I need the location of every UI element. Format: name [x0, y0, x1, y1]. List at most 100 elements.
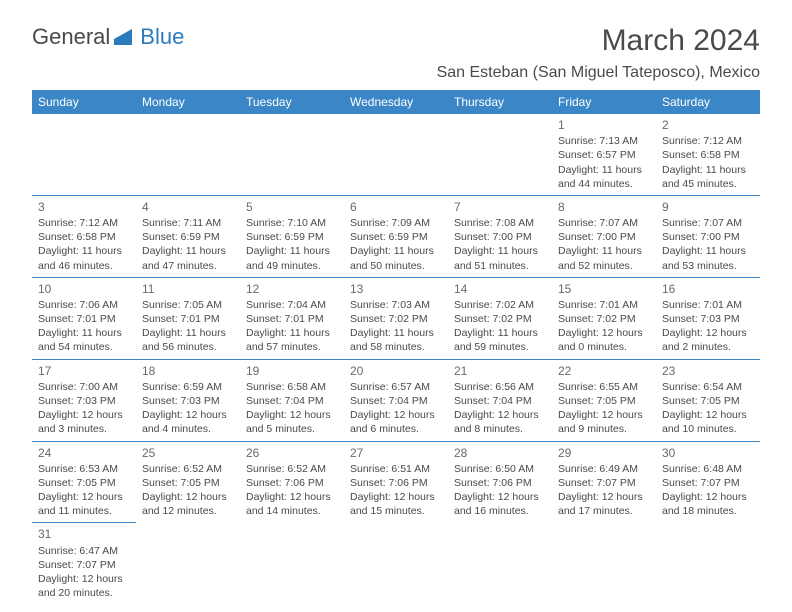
weekday-header: Friday [552, 90, 656, 114]
calendar-day: 19Sunrise: 6:58 AMSunset: 7:04 PMDayligh… [240, 359, 344, 441]
daylight-line: Daylight: 11 hours and 51 minutes. [454, 244, 546, 272]
sunset-line: Sunset: 6:57 PM [558, 148, 650, 162]
calendar-week: 10Sunrise: 7:06 AMSunset: 7:01 PMDayligh… [32, 277, 760, 359]
calendar-day: 5Sunrise: 7:10 AMSunset: 6:59 PMDaylight… [240, 195, 344, 277]
daylight-line: Daylight: 12 hours and 8 minutes. [454, 408, 546, 436]
daylight-line: Daylight: 12 hours and 6 minutes. [350, 408, 442, 436]
calendar-day-empty [32, 114, 136, 195]
calendar-day: 27Sunrise: 6:51 AMSunset: 7:06 PMDayligh… [344, 441, 448, 523]
calendar-day: 1Sunrise: 7:13 AMSunset: 6:57 PMDaylight… [552, 114, 656, 195]
sunrise-line: Sunrise: 6:53 AM [38, 462, 130, 476]
day-number: 4 [142, 199, 234, 215]
sunrise-line: Sunrise: 6:47 AM [38, 544, 130, 558]
daylight-line: Daylight: 12 hours and 12 minutes. [142, 490, 234, 518]
sunrise-line: Sunrise: 6:48 AM [662, 462, 754, 476]
weekday-header: Thursday [448, 90, 552, 114]
sunrise-line: Sunrise: 6:51 AM [350, 462, 442, 476]
calendar-day: 8Sunrise: 7:07 AMSunset: 7:00 PMDaylight… [552, 195, 656, 277]
calendar-day: 10Sunrise: 7:06 AMSunset: 7:01 PMDayligh… [32, 277, 136, 359]
daylight-line: Daylight: 12 hours and 3 minutes. [38, 408, 130, 436]
calendar-body: 1Sunrise: 7:13 AMSunset: 6:57 PMDaylight… [32, 114, 760, 604]
day-number: 31 [38, 526, 130, 542]
sunrise-line: Sunrise: 7:04 AM [246, 298, 338, 312]
day-number: 29 [558, 445, 650, 461]
calendar-week: 3Sunrise: 7:12 AMSunset: 6:58 PMDaylight… [32, 195, 760, 277]
calendar-day: 16Sunrise: 7:01 AMSunset: 7:03 PMDayligh… [656, 277, 760, 359]
daylight-line: Daylight: 11 hours and 45 minutes. [662, 163, 754, 191]
sunset-line: Sunset: 7:03 PM [38, 394, 130, 408]
weekday-header: Tuesday [240, 90, 344, 114]
sunrise-line: Sunrise: 7:02 AM [454, 298, 546, 312]
calendar-day: 3Sunrise: 7:12 AMSunset: 6:58 PMDaylight… [32, 195, 136, 277]
calendar-week: 1Sunrise: 7:13 AMSunset: 6:57 PMDaylight… [32, 114, 760, 195]
sunrise-line: Sunrise: 7:03 AM [350, 298, 442, 312]
calendar-week: 17Sunrise: 7:00 AMSunset: 7:03 PMDayligh… [32, 359, 760, 441]
daylight-line: Daylight: 12 hours and 14 minutes. [246, 490, 338, 518]
day-number: 15 [558, 281, 650, 297]
sunset-line: Sunset: 7:01 PM [142, 312, 234, 326]
day-number: 21 [454, 363, 546, 379]
calendar-day: 4Sunrise: 7:11 AMSunset: 6:59 PMDaylight… [136, 195, 240, 277]
sunset-line: Sunset: 6:58 PM [662, 148, 754, 162]
title-block: March 2024 [602, 24, 760, 58]
calendar-day-empty [552, 523, 656, 604]
day-number: 8 [558, 199, 650, 215]
sunset-line: Sunset: 7:00 PM [454, 230, 546, 244]
daylight-line: Daylight: 11 hours and 53 minutes. [662, 244, 754, 272]
calendar-day: 29Sunrise: 6:49 AMSunset: 7:07 PMDayligh… [552, 441, 656, 523]
sunrise-line: Sunrise: 6:55 AM [558, 380, 650, 394]
daylight-line: Daylight: 11 hours and 56 minutes. [142, 326, 234, 354]
sunrise-line: Sunrise: 7:07 AM [662, 216, 754, 230]
day-number: 13 [350, 281, 442, 297]
sunrise-line: Sunrise: 6:52 AM [142, 462, 234, 476]
day-number: 6 [350, 199, 442, 215]
sunrise-line: Sunrise: 7:09 AM [350, 216, 442, 230]
location: San Esteban (San Miguel Tateposco), Mexi… [32, 64, 760, 82]
sunset-line: Sunset: 7:05 PM [38, 476, 130, 490]
sunset-line: Sunset: 6:59 PM [246, 230, 338, 244]
calendar-day: 13Sunrise: 7:03 AMSunset: 7:02 PMDayligh… [344, 277, 448, 359]
sunset-line: Sunset: 7:00 PM [558, 230, 650, 244]
daylight-line: Daylight: 12 hours and 5 minutes. [246, 408, 338, 436]
daylight-line: Daylight: 12 hours and 0 minutes. [558, 326, 650, 354]
day-number: 25 [142, 445, 234, 461]
day-number: 27 [350, 445, 442, 461]
logo-text-1: General [32, 24, 110, 50]
calendar-day-empty [656, 523, 760, 604]
sunset-line: Sunset: 7:05 PM [142, 476, 234, 490]
sunset-line: Sunset: 7:07 PM [558, 476, 650, 490]
day-number: 7 [454, 199, 546, 215]
day-number: 30 [662, 445, 754, 461]
sunset-line: Sunset: 6:59 PM [350, 230, 442, 244]
calendar-day: 31Sunrise: 6:47 AMSunset: 7:07 PMDayligh… [32, 523, 136, 604]
day-number: 9 [662, 199, 754, 215]
weekday-header: Wednesday [344, 90, 448, 114]
daylight-line: Daylight: 11 hours and 46 minutes. [38, 244, 130, 272]
sunrise-line: Sunrise: 7:12 AM [38, 216, 130, 230]
day-number: 5 [246, 199, 338, 215]
daylight-line: Daylight: 11 hours and 49 minutes. [246, 244, 338, 272]
calendar-day: 6Sunrise: 7:09 AMSunset: 6:59 PMDaylight… [344, 195, 448, 277]
day-number: 19 [246, 363, 338, 379]
daylight-line: Daylight: 12 hours and 9 minutes. [558, 408, 650, 436]
day-number: 20 [350, 363, 442, 379]
daylight-line: Daylight: 11 hours and 50 minutes. [350, 244, 442, 272]
daylight-line: Daylight: 11 hours and 52 minutes. [558, 244, 650, 272]
sunset-line: Sunset: 7:06 PM [454, 476, 546, 490]
daylight-line: Daylight: 11 hours and 59 minutes. [454, 326, 546, 354]
calendar-day: 2Sunrise: 7:12 AMSunset: 6:58 PMDaylight… [656, 114, 760, 195]
calendar-day: 12Sunrise: 7:04 AMSunset: 7:01 PMDayligh… [240, 277, 344, 359]
calendar-day-empty [448, 523, 552, 604]
day-number: 28 [454, 445, 546, 461]
day-number: 14 [454, 281, 546, 297]
day-number: 1 [558, 117, 650, 133]
day-number: 18 [142, 363, 234, 379]
daylight-line: Daylight: 12 hours and 16 minutes. [454, 490, 546, 518]
sunset-line: Sunset: 7:02 PM [350, 312, 442, 326]
sunset-line: Sunset: 7:01 PM [246, 312, 338, 326]
sunrise-line: Sunrise: 7:07 AM [558, 216, 650, 230]
calendar-day: 26Sunrise: 6:52 AMSunset: 7:06 PMDayligh… [240, 441, 344, 523]
sunrise-line: Sunrise: 7:05 AM [142, 298, 234, 312]
day-number: 11 [142, 281, 234, 297]
daylight-line: Daylight: 12 hours and 4 minutes. [142, 408, 234, 436]
